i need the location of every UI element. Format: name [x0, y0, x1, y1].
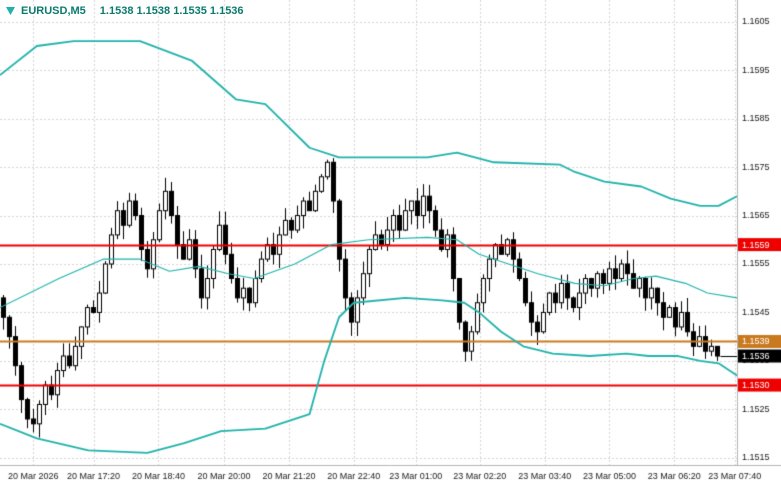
chart-window: EURUSD,M5 1.1538 1.1538 1.1535 1.1536 — [0, 0, 781, 489]
price-chart-canvas[interactable] — [0, 0, 781, 489]
